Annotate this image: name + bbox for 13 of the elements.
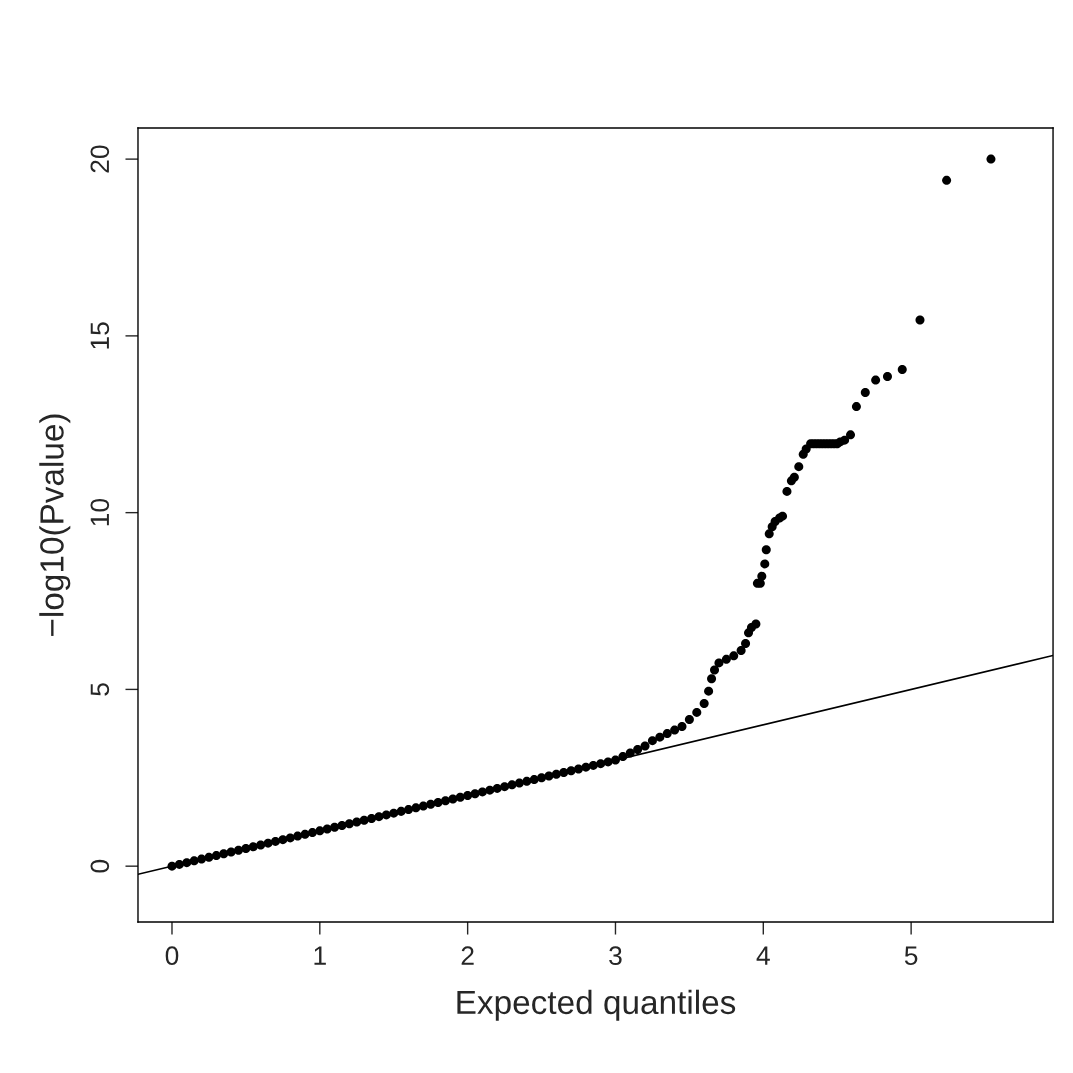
y-tick-label: 0 [90, 859, 110, 873]
y-tick-label: 20 [90, 145, 110, 173]
x-tick-label: 1 [314, 946, 326, 965]
x-tick-label: 3 [609, 946, 622, 966]
y-axis-title: −log10(Pvalue) [39, 414, 71, 636]
y-tick-label: 15 [90, 322, 110, 349]
x-tick-label: 0 [165, 946, 179, 966]
x-tick-label: 4 [756, 946, 770, 965]
x-tick-label: 5 [904, 946, 918, 966]
y-tick-label: 10 [90, 499, 110, 526]
x-tick-label: 2 [461, 946, 474, 965]
x-axis-title: Expected quantiles [457, 989, 736, 1021]
y-tick-label: 5 [90, 683, 110, 696]
